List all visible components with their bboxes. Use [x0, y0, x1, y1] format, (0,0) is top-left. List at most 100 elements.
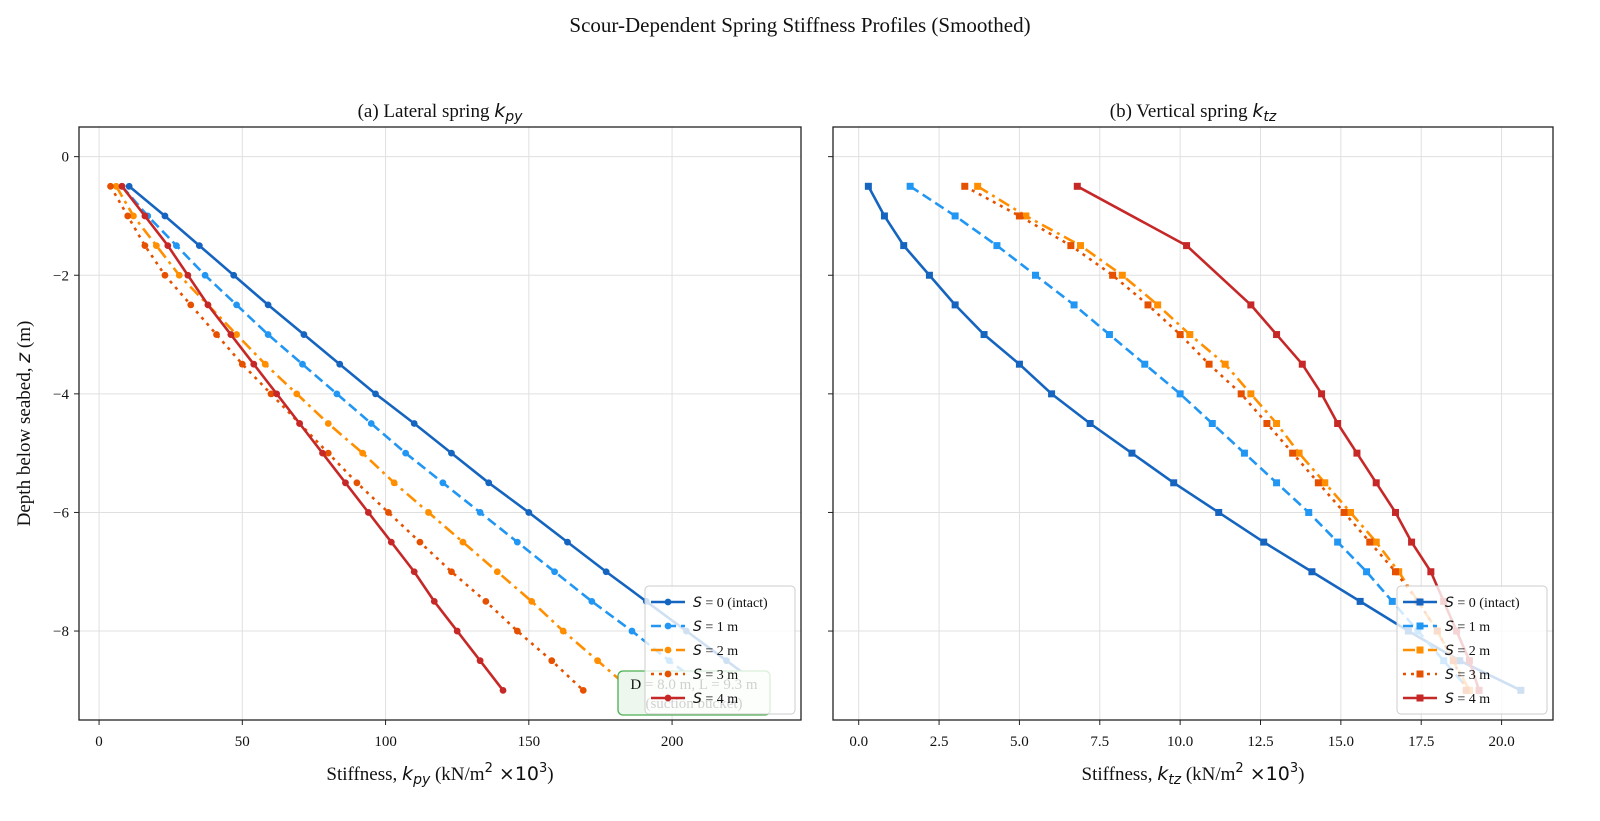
grid [833, 127, 1553, 720]
data-point [342, 479, 349, 487]
data-point [628, 627, 636, 635]
legend-marker [664, 622, 672, 630]
series-s-1-m [118, 182, 713, 694]
y-tick-label: −2 [53, 268, 69, 284]
data-point [416, 538, 424, 546]
data-point [107, 182, 114, 190]
data-point [1273, 479, 1281, 487]
legend-text: = 4 m [702, 692, 738, 707]
data-point [324, 449, 332, 457]
data-point [1263, 420, 1271, 427]
data-point [238, 360, 246, 368]
y-tick-label: −6 [53, 505, 69, 521]
data-point [1237, 390, 1245, 398]
y-tick-label: −8 [53, 624, 69, 640]
data-point [1318, 390, 1326, 398]
legend-item: S = 1 m [651, 619, 738, 635]
data-point [233, 301, 240, 309]
data-point [367, 420, 375, 427]
legend-marker [664, 670, 672, 678]
data-point [528, 598, 536, 605]
data-point [233, 331, 240, 338]
data-point [430, 598, 438, 605]
legend-text: = 3 m [1454, 668, 1490, 683]
data-point [1392, 508, 1399, 516]
legend-marker [664, 646, 672, 654]
data-point [1022, 212, 1030, 220]
data-point [1334, 538, 1342, 546]
data-point [493, 568, 501, 576]
data-point [124, 212, 132, 220]
legend: S = 0 (intact)S = 1 mS = 2 mS = 3 mS = 4… [1396, 585, 1548, 715]
data-point [1366, 538, 1374, 546]
series-line [120, 185, 505, 692]
legend-symbol: S [1445, 667, 1454, 683]
legend-marker [1416, 598, 1424, 606]
panel-vertical-spring: 0.0 2.5 5.0 7.5 10.0 12.5 15.0 17.5 20.0 (b) Vert… [828, 100, 1554, 788]
panel-title-text: (b) Vertical spring [1110, 101, 1253, 122]
data-point [130, 212, 137, 220]
data-point [925, 271, 933, 279]
data-point [1170, 479, 1178, 487]
data-point [385, 509, 392, 516]
series-line [964, 185, 1468, 691]
data-point [1086, 420, 1094, 427]
data-point [250, 360, 258, 368]
legend-item: S = 3 m [651, 667, 738, 683]
data-point [1356, 597, 1364, 605]
legend-symbol: S [1445, 619, 1454, 635]
data-point [364, 509, 372, 516]
data-point [1109, 271, 1117, 279]
data-point [453, 627, 461, 635]
x-label-unit: (kN/m [430, 764, 485, 785]
x-label-sup2: 3 [539, 761, 547, 776]
x-label-sup: 2 [1235, 761, 1243, 776]
legend-item: S = 2 m [1403, 643, 1490, 659]
legend-item: S = 4 m [651, 691, 738, 707]
panel-title: (a) Lateral spring kpy [358, 100, 524, 125]
series-line [109, 185, 585, 692]
data-point [551, 568, 559, 576]
x-label-text: Stiffness, [326, 764, 402, 785]
panel-title: (b) Vertical spring ktz [1110, 100, 1277, 125]
data-point [1215, 508, 1223, 516]
data-point [993, 242, 1001, 250]
panel-title-subscript: py [504, 109, 523, 125]
data-point [319, 449, 326, 457]
data-point [300, 331, 308, 338]
data-point [559, 627, 567, 635]
data-point [588, 598, 596, 605]
data-point [1070, 301, 1078, 309]
data-point [594, 657, 601, 665]
legend-text: = 1 m [702, 620, 738, 635]
data-point [390, 479, 398, 487]
legend-label: S = 0 (intact) [1445, 595, 1520, 611]
data-point [1363, 568, 1371, 576]
data-point [1273, 420, 1281, 427]
x-label-sup: 2 [485, 761, 493, 776]
data-point [1073, 182, 1081, 190]
data-point [476, 657, 484, 665]
data-point [195, 242, 203, 250]
x-tick-label: 150 [518, 734, 541, 750]
series-s-2-m [112, 182, 636, 694]
legend-marker [1416, 670, 1424, 678]
data-point [980, 331, 988, 339]
data-point [1118, 271, 1126, 279]
data-point [459, 538, 467, 546]
data-point [152, 242, 160, 250]
legend-marker [1416, 646, 1424, 654]
data-point [410, 420, 418, 427]
x-label-mult: ×10 [1244, 763, 1290, 785]
legend-marker [1416, 694, 1424, 702]
legend-symbol: S [693, 595, 702, 611]
data-point [1260, 538, 1268, 546]
x-label-sup2: 3 [1290, 761, 1298, 776]
data-point [184, 271, 192, 279]
y-axis [828, 156, 833, 632]
x-tick-label: 0 [95, 734, 103, 750]
data-point [476, 509, 484, 516]
data-point [525, 509, 533, 516]
data-point [1205, 360, 1213, 368]
data-point [387, 538, 395, 546]
